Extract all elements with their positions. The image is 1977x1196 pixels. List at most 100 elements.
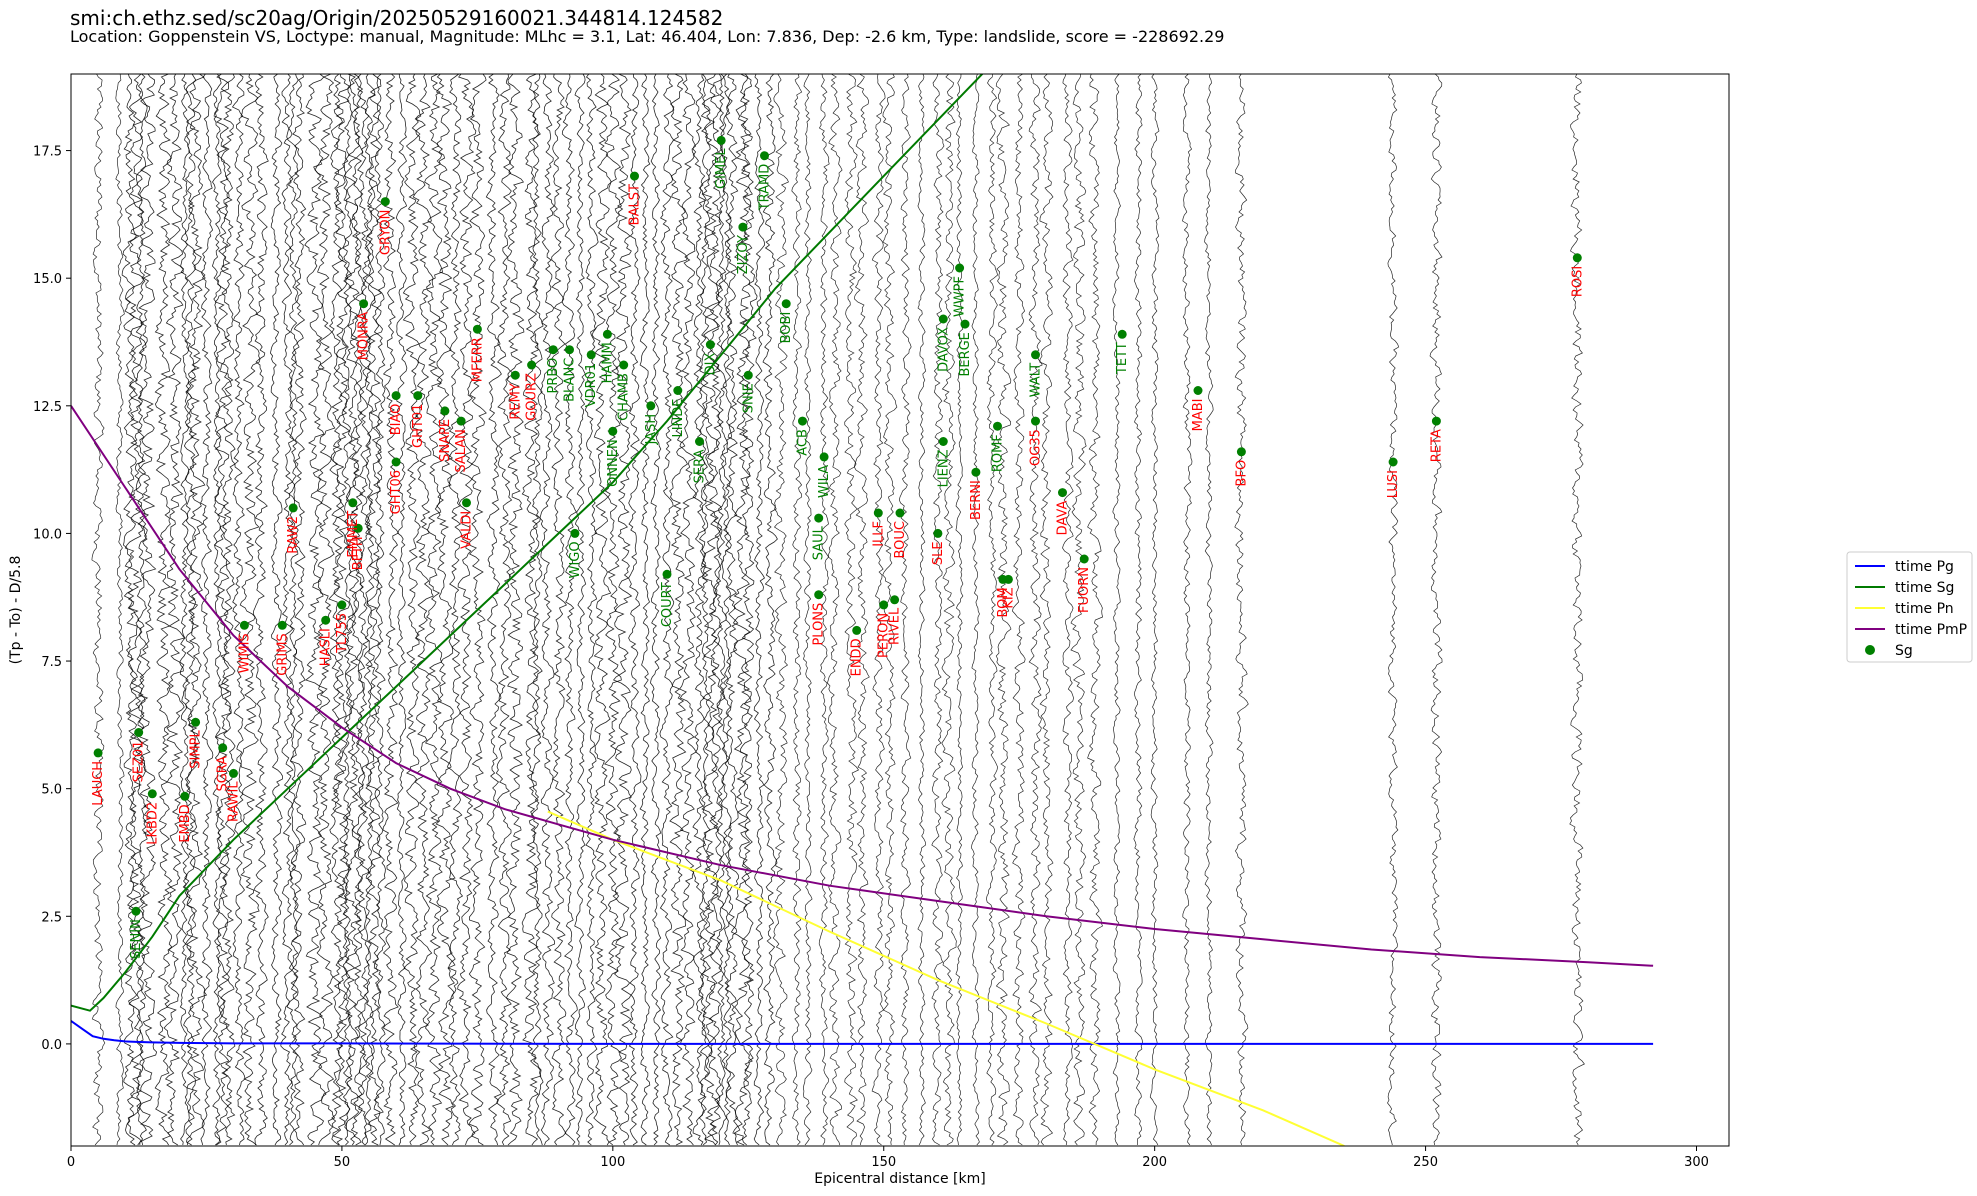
trace-line bbox=[699, 74, 711, 1145]
x-axis-label: Epicentral distance [km] bbox=[814, 1171, 985, 1187]
trace-line bbox=[792, 74, 802, 1145]
trace-line bbox=[253, 74, 268, 1145]
trace-line bbox=[305, 74, 326, 1145]
trace-line bbox=[116, 74, 125, 1145]
sg-point bbox=[933, 529, 942, 538]
trace-line bbox=[605, 74, 622, 1145]
sg-point bbox=[961, 320, 970, 329]
station-label: LIENZ bbox=[936, 449, 951, 487]
trace-line bbox=[287, 74, 300, 1145]
x-tick-label: 200 bbox=[1142, 1155, 1167, 1170]
x-tick-label: 0 bbox=[67, 1155, 75, 1170]
trace-line bbox=[187, 74, 207, 1145]
y-axis-label: (Tp - To) - D/5.8 bbox=[8, 556, 24, 665]
trace-line bbox=[396, 74, 407, 1145]
y-tick-label: 10.0 bbox=[33, 527, 62, 542]
station-label: WIMIS bbox=[237, 633, 252, 673]
sg-point bbox=[1058, 488, 1067, 497]
trace-line bbox=[425, 74, 443, 1145]
trace-line bbox=[281, 74, 294, 1145]
station-label: ACB bbox=[796, 429, 811, 456]
trace-line bbox=[155, 74, 172, 1145]
station-label: RIVEL bbox=[888, 607, 903, 645]
station-label: BALST bbox=[628, 184, 643, 225]
sg-point bbox=[1237, 447, 1246, 456]
station-label: HASLI bbox=[319, 628, 334, 666]
y-tick-label: 0.0 bbox=[41, 1038, 62, 1053]
station-label: SALAN bbox=[454, 429, 469, 473]
station-label: MFERR bbox=[470, 337, 485, 382]
sg-point bbox=[820, 452, 829, 461]
legend-label: ttime PmP bbox=[1895, 622, 1967, 638]
station-label: ENDD bbox=[850, 638, 865, 676]
trace-line bbox=[1183, 74, 1193, 1145]
sg-point bbox=[278, 621, 287, 630]
trace-line bbox=[1235, 74, 1249, 1145]
trace-line bbox=[1570, 74, 1585, 1145]
trace-line bbox=[138, 74, 157, 1145]
station-label: BFO bbox=[1234, 460, 1249, 487]
trace-line bbox=[329, 74, 344, 1145]
sg-point bbox=[240, 621, 249, 630]
station-label: SAUL bbox=[812, 525, 827, 560]
station-label: VDR01 bbox=[584, 363, 599, 407]
sg-point bbox=[1194, 386, 1203, 395]
sg-point bbox=[180, 792, 189, 801]
trace-line bbox=[972, 74, 980, 1145]
trace-line bbox=[872, 74, 885, 1145]
x-tick-label: 150 bbox=[871, 1155, 896, 1170]
sg-point bbox=[646, 401, 655, 410]
sg-point bbox=[440, 406, 449, 415]
waveform-traces bbox=[92, 74, 1585, 1145]
sg-point bbox=[717, 136, 726, 145]
legend: ttime Pgttime Sgttime Pnttime PmPSg bbox=[1847, 552, 1972, 662]
station-label: GOURZ bbox=[525, 373, 540, 421]
station-label: LKBD2 bbox=[145, 802, 160, 845]
trace-line bbox=[740, 74, 757, 1145]
station-label: SNAPE bbox=[438, 419, 453, 462]
trace-line bbox=[854, 74, 869, 1145]
y-axis: 0.02.55.07.510.012.515.017.5 bbox=[33, 145, 71, 1053]
sg-point bbox=[473, 325, 482, 334]
sg-point bbox=[132, 907, 141, 916]
sg-point bbox=[1573, 253, 1582, 262]
station-label: ROMF bbox=[991, 434, 1006, 472]
station-label: OG35 bbox=[1029, 429, 1044, 466]
station-label: KIZ bbox=[1001, 587, 1016, 608]
trace-line bbox=[575, 74, 586, 1145]
sg-point bbox=[814, 514, 823, 523]
sg-point bbox=[663, 570, 672, 579]
sg-point bbox=[939, 315, 948, 324]
trace-line bbox=[731, 74, 752, 1145]
trace-line bbox=[240, 74, 260, 1145]
trace-line bbox=[332, 74, 351, 1145]
x-tick-label: 300 bbox=[1684, 1155, 1709, 1170]
y-tick-label: 5.0 bbox=[41, 783, 62, 798]
station-label: ILLF bbox=[871, 521, 886, 547]
station-label: GHT06 bbox=[389, 470, 404, 514]
station-label: LUSI bbox=[1386, 470, 1401, 498]
station-label: DAVOX bbox=[936, 327, 951, 372]
trace-line bbox=[562, 74, 577, 1145]
sg-point bbox=[798, 417, 807, 426]
station-label: CHAMB bbox=[617, 373, 632, 421]
legend-swatch bbox=[1865, 645, 1875, 655]
trace-line bbox=[136, 74, 147, 1145]
trace-line bbox=[531, 74, 543, 1145]
station-label: PLONS bbox=[812, 603, 827, 646]
station-label: SEZ01 bbox=[132, 741, 147, 783]
station-label: MONRA bbox=[357, 312, 372, 361]
trace-line bbox=[270, 74, 282, 1145]
trace-line bbox=[956, 74, 963, 1145]
sg-point bbox=[321, 616, 330, 625]
trace-line bbox=[614, 74, 633, 1145]
trace-line bbox=[315, 74, 335, 1145]
trace-line bbox=[1113, 74, 1121, 1145]
station-label: LAUCH bbox=[91, 761, 106, 806]
sg-point bbox=[359, 299, 368, 308]
station-label: FUORN bbox=[1077, 567, 1092, 613]
legend-label: ttime Pn bbox=[1895, 601, 1954, 617]
trace-line bbox=[640, 74, 650, 1145]
trace-line bbox=[918, 74, 926, 1145]
